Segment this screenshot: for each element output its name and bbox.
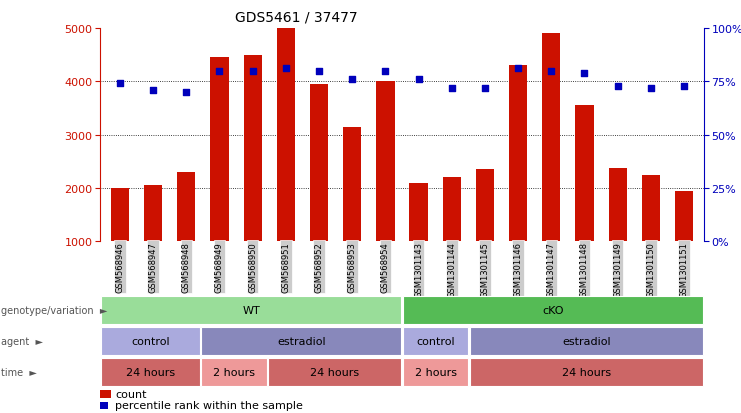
Text: genotype/variation  ►: genotype/variation ► — [1, 305, 108, 315]
Bar — [111, 188, 129, 242]
Bar — [542, 34, 560, 242]
Point — [346, 77, 358, 83]
Point — [147, 87, 159, 94]
Point — [379, 68, 391, 75]
Text: GSM568947: GSM568947 — [149, 242, 158, 292]
Bar — [144, 186, 162, 242]
Point — [413, 77, 425, 83]
Bar — [202, 328, 402, 355]
Text: 24 hours: 24 hours — [310, 367, 359, 377]
Bar — [476, 170, 494, 242]
Text: GSM568949: GSM568949 — [215, 242, 224, 292]
Text: GSM568948: GSM568948 — [182, 242, 191, 292]
Bar — [101, 328, 200, 355]
Bar — [470, 358, 703, 386]
Text: 2 hours: 2 hours — [414, 367, 456, 377]
Point — [213, 68, 225, 75]
Bar — [470, 328, 703, 355]
Bar — [402, 297, 703, 324]
Point — [313, 68, 325, 75]
Text: GSM568954: GSM568954 — [381, 242, 390, 292]
Bar — [100, 402, 108, 409]
Bar — [101, 358, 200, 386]
Text: GSM568953: GSM568953 — [348, 242, 356, 292]
Text: agent  ►: agent ► — [1, 336, 44, 346]
Text: control: control — [416, 336, 455, 346]
Text: GSM568951: GSM568951 — [282, 242, 290, 292]
Bar — [509, 66, 528, 242]
Text: estradiol: estradiol — [562, 336, 611, 346]
Bar — [210, 58, 229, 242]
Bar — [268, 358, 402, 386]
Text: GSM1301144: GSM1301144 — [448, 242, 456, 297]
Point — [479, 85, 491, 92]
Text: GSM1301149: GSM1301149 — [613, 242, 622, 297]
Bar — [202, 358, 267, 386]
Text: GSM568946: GSM568946 — [116, 242, 124, 292]
Bar — [410, 183, 428, 242]
Text: percentile rank within the sample: percentile rank within the sample — [115, 401, 303, 411]
Bar — [608, 168, 627, 242]
Text: GDS5461 / 37477: GDS5461 / 37477 — [235, 10, 358, 24]
Bar — [101, 297, 402, 324]
Point — [114, 81, 126, 88]
Text: control: control — [131, 336, 170, 346]
Point — [579, 70, 591, 77]
Text: GSM1301147: GSM1301147 — [547, 242, 556, 297]
Text: cKO: cKO — [542, 305, 564, 315]
Bar — [100, 390, 111, 399]
Text: estradiol: estradiol — [277, 336, 325, 346]
Point — [180, 90, 192, 96]
Text: GSM568950: GSM568950 — [248, 242, 257, 292]
Bar — [376, 82, 394, 242]
Bar — [310, 85, 328, 242]
Bar — [276, 29, 295, 242]
Text: GSM1301145: GSM1301145 — [480, 242, 490, 297]
Text: 24 hours: 24 hours — [126, 367, 175, 377]
Point — [247, 68, 259, 75]
Bar — [575, 106, 594, 242]
Text: GSM1301150: GSM1301150 — [646, 242, 655, 297]
Bar — [177, 173, 196, 242]
Text: count: count — [115, 389, 147, 399]
Point — [512, 66, 524, 73]
Bar — [343, 127, 362, 242]
Bar — [402, 358, 468, 386]
Text: WT: WT — [242, 305, 260, 315]
Text: GSM1301146: GSM1301146 — [514, 242, 522, 297]
Bar — [642, 175, 660, 242]
Text: GSM1301143: GSM1301143 — [414, 242, 423, 297]
Text: GSM1301148: GSM1301148 — [580, 242, 589, 297]
Point — [280, 66, 292, 73]
Point — [545, 68, 557, 75]
Text: GSM568952: GSM568952 — [314, 242, 324, 292]
Text: 24 hours: 24 hours — [562, 367, 611, 377]
Point — [678, 83, 690, 90]
Bar — [402, 328, 468, 355]
Bar — [675, 191, 693, 242]
Point — [446, 85, 458, 92]
Bar — [244, 55, 262, 242]
Text: time  ►: time ► — [1, 367, 37, 377]
Point — [645, 85, 657, 92]
Text: GSM1301151: GSM1301151 — [679, 242, 688, 297]
Bar — [442, 178, 461, 242]
Point — [612, 83, 624, 90]
Text: 2 hours: 2 hours — [213, 367, 255, 377]
